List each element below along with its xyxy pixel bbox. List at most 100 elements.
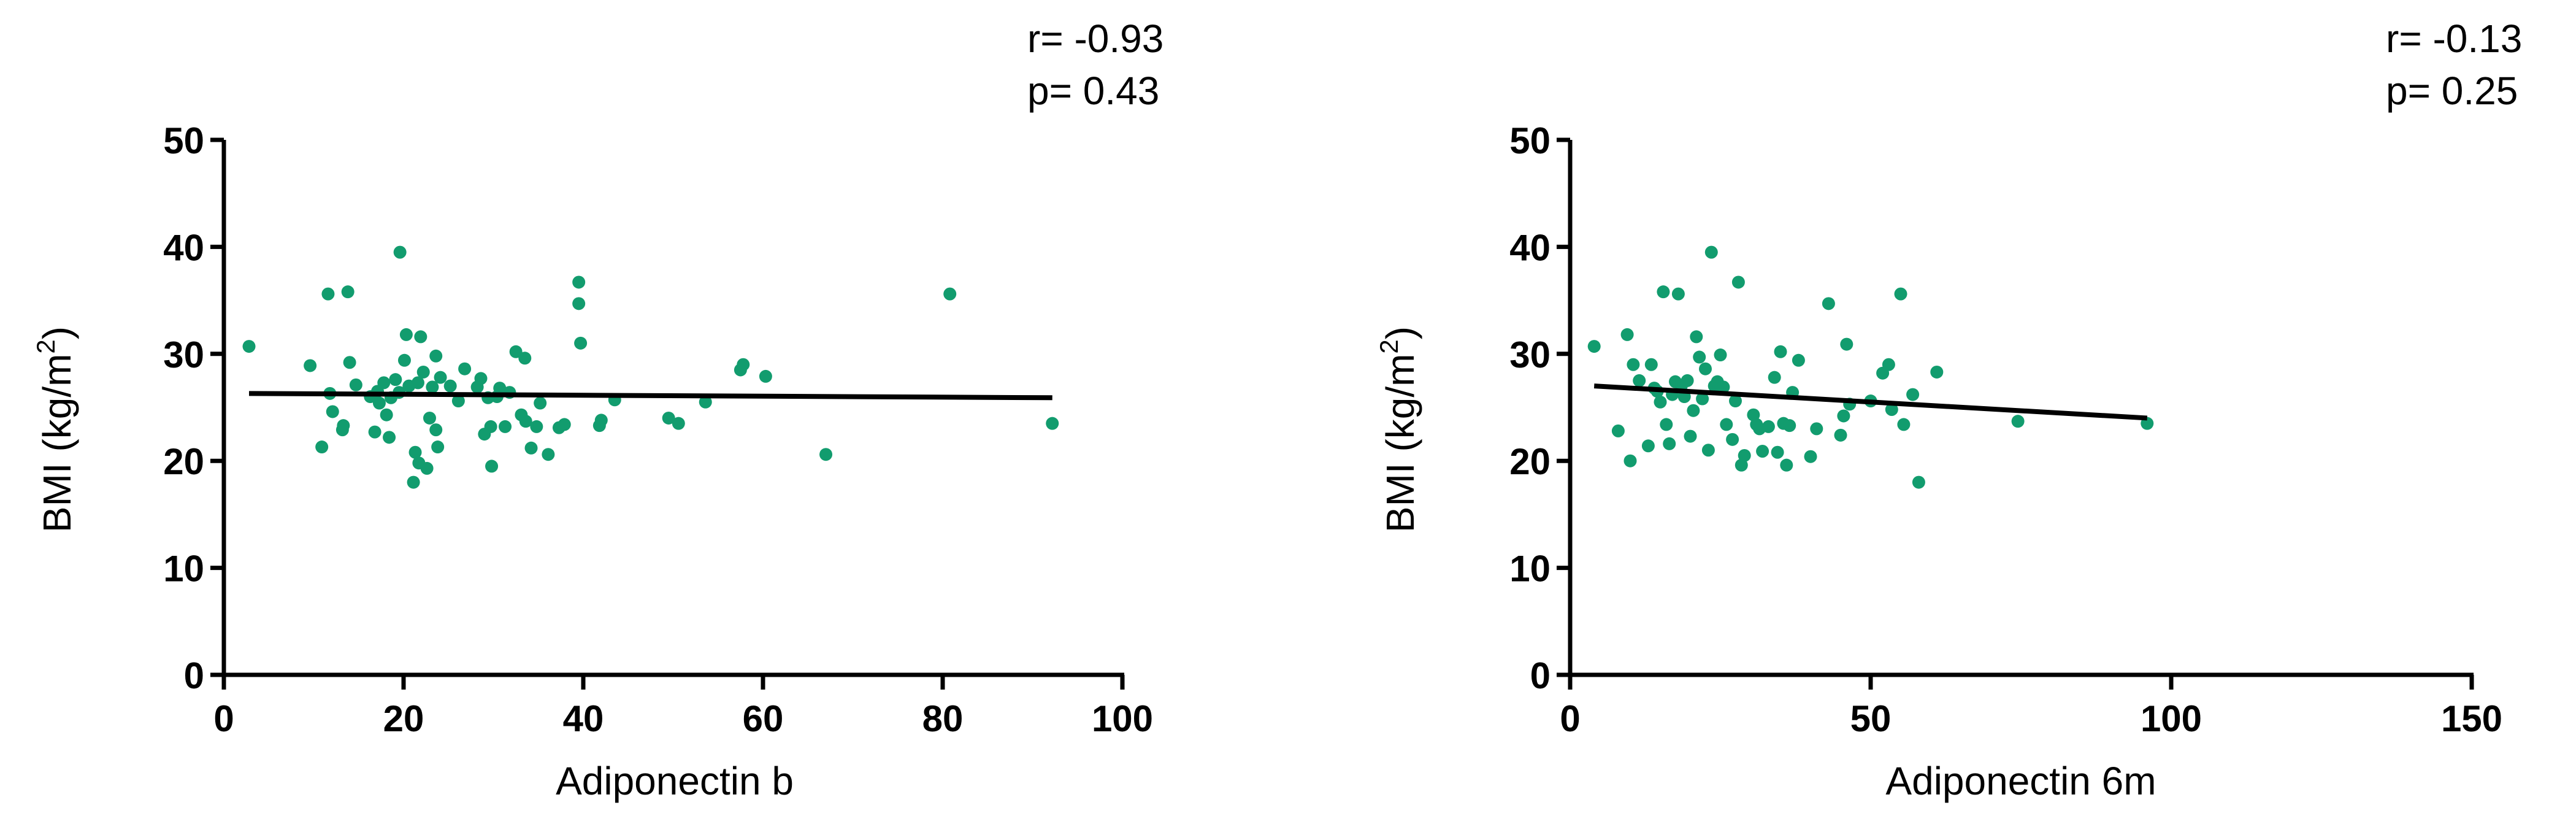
data-point [1894,287,1907,301]
data-point [368,425,381,439]
data-point [1633,374,1646,387]
data-point [431,440,445,454]
y-tick-label: 20 [1509,441,1551,482]
data-point [1761,420,1775,433]
data-point [1738,448,1751,462]
data-point [242,340,256,353]
data-point [1837,409,1850,423]
data-point [1768,371,1781,384]
data-point [530,420,543,433]
y-tick-label: 20 [163,441,204,482]
data-point [1671,287,1685,301]
data-point [1663,437,1676,450]
data-point [349,378,362,391]
data-point [485,460,499,473]
data-point [499,420,512,433]
data-point [1930,365,1944,379]
x-tick-label: 20 [383,698,424,739]
data-point [1729,394,1742,408]
data-point [1687,404,1700,417]
data-point [518,352,532,365]
data-point [534,396,547,410]
data-point [321,287,335,301]
data-point [1690,330,1703,344]
data-point [484,420,497,433]
y-ticks: 0 10 20 30 40 50 [1509,120,1570,696]
data-point [397,353,411,367]
data-point [1623,454,1637,467]
y-tick-label: 40 [163,227,204,268]
data-point [493,382,507,395]
data-point [558,418,571,431]
data-point [572,275,586,289]
data-point [1912,475,1925,489]
chart-panel-adiponectin-6m: 0 10 20 30 40 50 0 50 100 150 r= -0.13 p= 0.25 A… [1374,17,2522,803]
stat-r-label: r= -0.93 [1027,17,1163,61]
y-tick-label: 0 [1530,655,1551,696]
data-point [380,408,393,421]
data-point [304,359,317,372]
x-tick-label: 100 [1092,698,1153,739]
regression-line [1593,383,2148,421]
data-point [943,287,957,301]
data-point [1704,245,1718,259]
data-point [389,373,402,387]
x-tick-label: 50 [1850,698,1892,739]
y-ticks: 0 10 20 30 40 50 [163,120,224,696]
data-point [1641,439,1655,453]
data-point [407,475,420,489]
data-point [474,372,488,385]
x-axis-label: Adiponectin 6m [1885,759,2156,803]
data-point [662,411,675,425]
data-point [458,362,472,375]
y-tick-label: 30 [163,334,204,375]
data-point [1611,424,1625,437]
y-tick-label: 10 [1509,548,1551,590]
data-point [393,245,407,259]
data-point [343,356,356,369]
data-point [699,395,712,409]
data-point [1906,388,1920,401]
data-point [420,461,434,475]
data-point [341,285,355,299]
x-tick-label: 60 [743,698,784,739]
x-tick-label: 150 [2441,698,2502,739]
data-point [315,440,329,454]
data-point [819,448,833,461]
data-point [1684,429,1697,443]
data-point [426,380,439,394]
data-point [672,417,685,430]
data-point [1822,297,1835,310]
data-point [572,297,586,310]
data-point [759,369,772,383]
data-point [1046,417,1059,430]
data-point [1660,418,1673,431]
y-tick-label: 30 [1509,334,1551,375]
y-axis-label: BMI (kg/m2) [1374,326,1422,533]
y-tick-label: 0 [184,655,204,696]
scatter-points [242,245,1059,489]
stat-r-label: r= -0.13 [2386,17,2522,61]
data-point [429,349,443,363]
data-point [1780,458,1793,472]
data-point [1771,445,1784,459]
data-point [1885,402,1898,416]
data-point [1696,392,1709,406]
x-ticks: 0 50 100 150 [1560,675,2502,739]
y-tick-label: 50 [163,120,204,161]
data-point [411,376,424,390]
data-point [737,358,750,371]
data-point [423,411,436,425]
data-point [1726,433,1739,446]
data-point [1804,450,1817,463]
chart-panel-adiponectin-b: 0 10 20 30 40 50 0 20 40 60 80 100 r= -0.93 p= 0.4… [31,17,1163,803]
data-point [1882,358,1895,371]
data-point [399,328,413,341]
data-point [443,379,457,393]
data-point [1783,419,1796,433]
data-point [429,423,443,437]
y-tick-label: 50 [1509,120,1551,161]
data-point [383,431,396,444]
data-point [1644,358,1658,371]
